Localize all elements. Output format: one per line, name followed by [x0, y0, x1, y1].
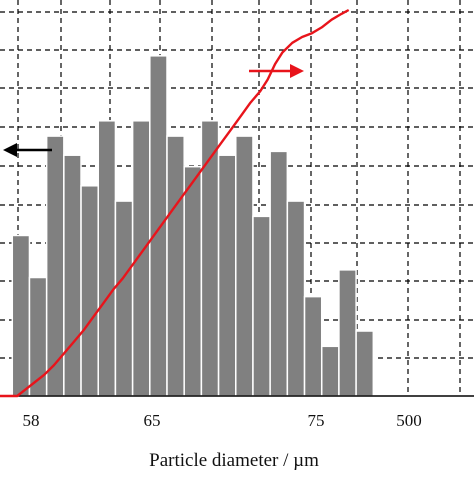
x-tick-labels: 58 65 75 500 — [23, 411, 422, 430]
x-tick-label: 500 — [396, 411, 422, 430]
histogram-bar — [217, 154, 237, 397]
histogram-bar — [97, 120, 117, 397]
histogram-bar — [166, 135, 185, 397]
histogram-bar — [286, 200, 306, 397]
histogram-bar — [183, 165, 203, 397]
histogram-bar — [200, 120, 220, 397]
histogram-bar — [114, 200, 134, 397]
histogram-bar — [338, 269, 357, 397]
histogram-bar — [252, 215, 271, 397]
x-tick-label: 58 — [23, 411, 40, 430]
histogram-bar — [235, 135, 254, 397]
histogram-bar — [320, 345, 340, 397]
x-tick-label: 75 — [308, 411, 325, 430]
x-tick-label: 65 — [144, 411, 161, 430]
histogram-bar — [355, 330, 375, 397]
cumulative-line-layer — [0, 8, 350, 398]
histogram-bar — [149, 55, 168, 397]
histogram-bar — [131, 120, 151, 397]
cumulative-line — [0, 8, 350, 398]
x-axis-label: Particle diameter / µm — [149, 450, 319, 471]
histogram-bars — [11, 55, 375, 397]
histogram-bar — [80, 185, 99, 397]
histogram-bar — [303, 295, 323, 397]
histogram-bar — [269, 150, 289, 397]
axis-arrows — [3, 64, 304, 157]
right-arrow-head — [290, 64, 304, 78]
left-arrow-head — [3, 143, 17, 157]
histogram-bar — [11, 234, 31, 397]
histogram-bar — [63, 154, 82, 397]
